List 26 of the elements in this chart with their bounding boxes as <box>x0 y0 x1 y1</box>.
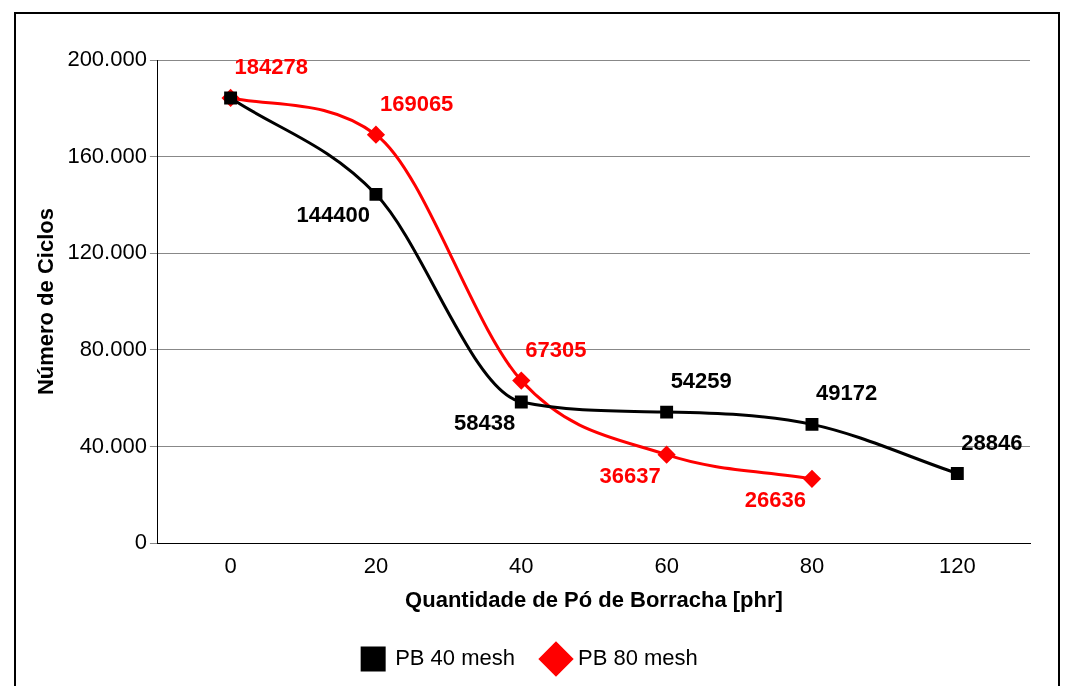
legend-label: PB 40 mesh <box>395 645 515 671</box>
y-tick-label: 120.000 <box>67 239 147 265</box>
data-label: 184278 <box>234 54 309 80</box>
y-tick-label: 40.000 <box>79 432 147 458</box>
data-label: 28846 <box>961 429 1023 455</box>
data-label: 54259 <box>670 368 732 394</box>
data-label: 67305 <box>525 336 587 362</box>
x-axis-title: Quantidade de Pó de Borracha [phr] <box>405 586 783 612</box>
data-label: 36637 <box>599 462 661 488</box>
data-label: 169065 <box>379 90 454 116</box>
y-axis-title: Número de Ciclos <box>33 208 59 396</box>
y-tick-label: 0 <box>134 529 147 555</box>
data-label: 26636 <box>744 486 806 512</box>
y-tick-label: 200.000 <box>67 46 147 72</box>
x-tick-label: 20 <box>363 553 389 579</box>
x-tick-label: 60 <box>654 553 679 579</box>
data-label: 49172 <box>815 380 878 406</box>
y-tick-label: 160.000 <box>67 142 147 168</box>
x-tick-label: 40 <box>509 553 534 579</box>
x-tick-label: 120 <box>938 553 976 579</box>
y-tick-label: 80.000 <box>79 335 147 361</box>
data-label: 144400 <box>296 202 370 228</box>
data-label: 58438 <box>454 410 516 436</box>
x-tick-label: 0 <box>224 553 237 579</box>
x-tick-label: 80 <box>799 553 825 579</box>
legend-label: PB 80 mesh <box>578 645 698 671</box>
